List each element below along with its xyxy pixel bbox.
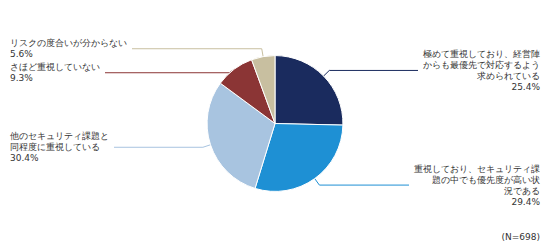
- svg-text:29.4%: 29.4%: [511, 197, 540, 207]
- svg-text:30.4%: 30.4%: [10, 153, 39, 163]
- svg-text:からも最優先で対応するよう: からも最優先で対応するよう: [423, 60, 540, 70]
- svg-text:求められている: 求められている: [477, 71, 540, 81]
- svg-text:他のセキュリティ課題と: 他のセキュリティ課題と: [10, 131, 109, 141]
- svg-text:9.3%: 9.3%: [10, 73, 33, 83]
- svg-text:(N=698): (N=698): [502, 232, 540, 242]
- svg-text:同程度に重視している: 同程度に重視している: [10, 142, 100, 152]
- svg-text:況である: 況である: [504, 186, 540, 196]
- svg-text:題の中でも優先度が高い状: 題の中でも優先度が高い状: [432, 175, 540, 185]
- svg-text:さほど重視していない: さほど重視していない: [10, 62, 100, 72]
- svg-text:5.6%: 5.6%: [10, 49, 33, 59]
- svg-text:極めて重視しており、経営陣: 極めて重視しており、経営陣: [423, 49, 540, 59]
- svg-text:25.4%: 25.4%: [511, 82, 540, 92]
- svg-text:リスクの度合いが分からない: リスクの度合いが分からない: [10, 38, 127, 48]
- svg-text:重視しており、セキュリティ課: 重視しており、セキュリティ課: [414, 164, 540, 174]
